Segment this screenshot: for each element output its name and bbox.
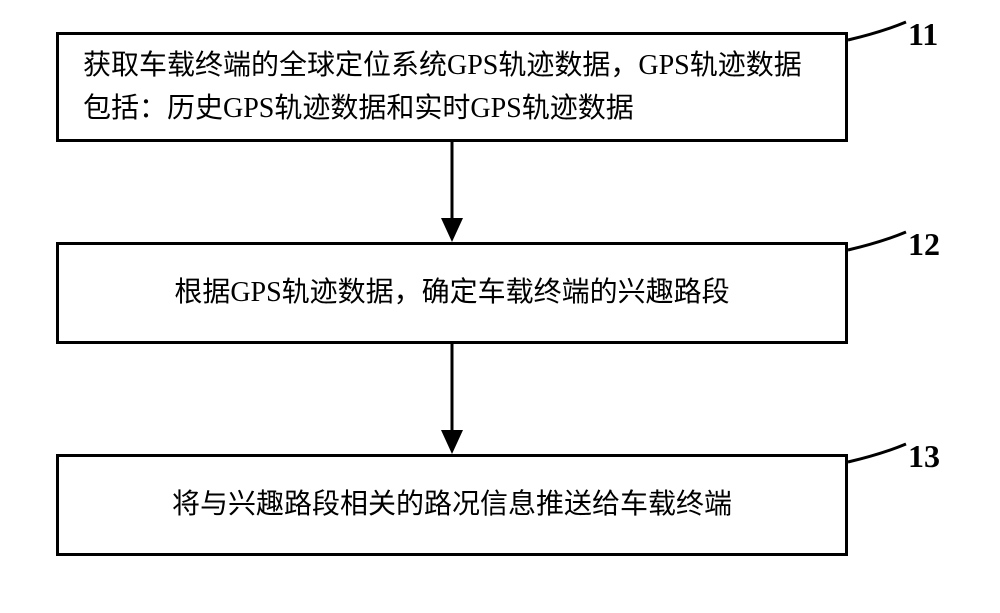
- leader-line-3: [0, 0, 1000, 613]
- step-label-3: 13: [908, 438, 940, 475]
